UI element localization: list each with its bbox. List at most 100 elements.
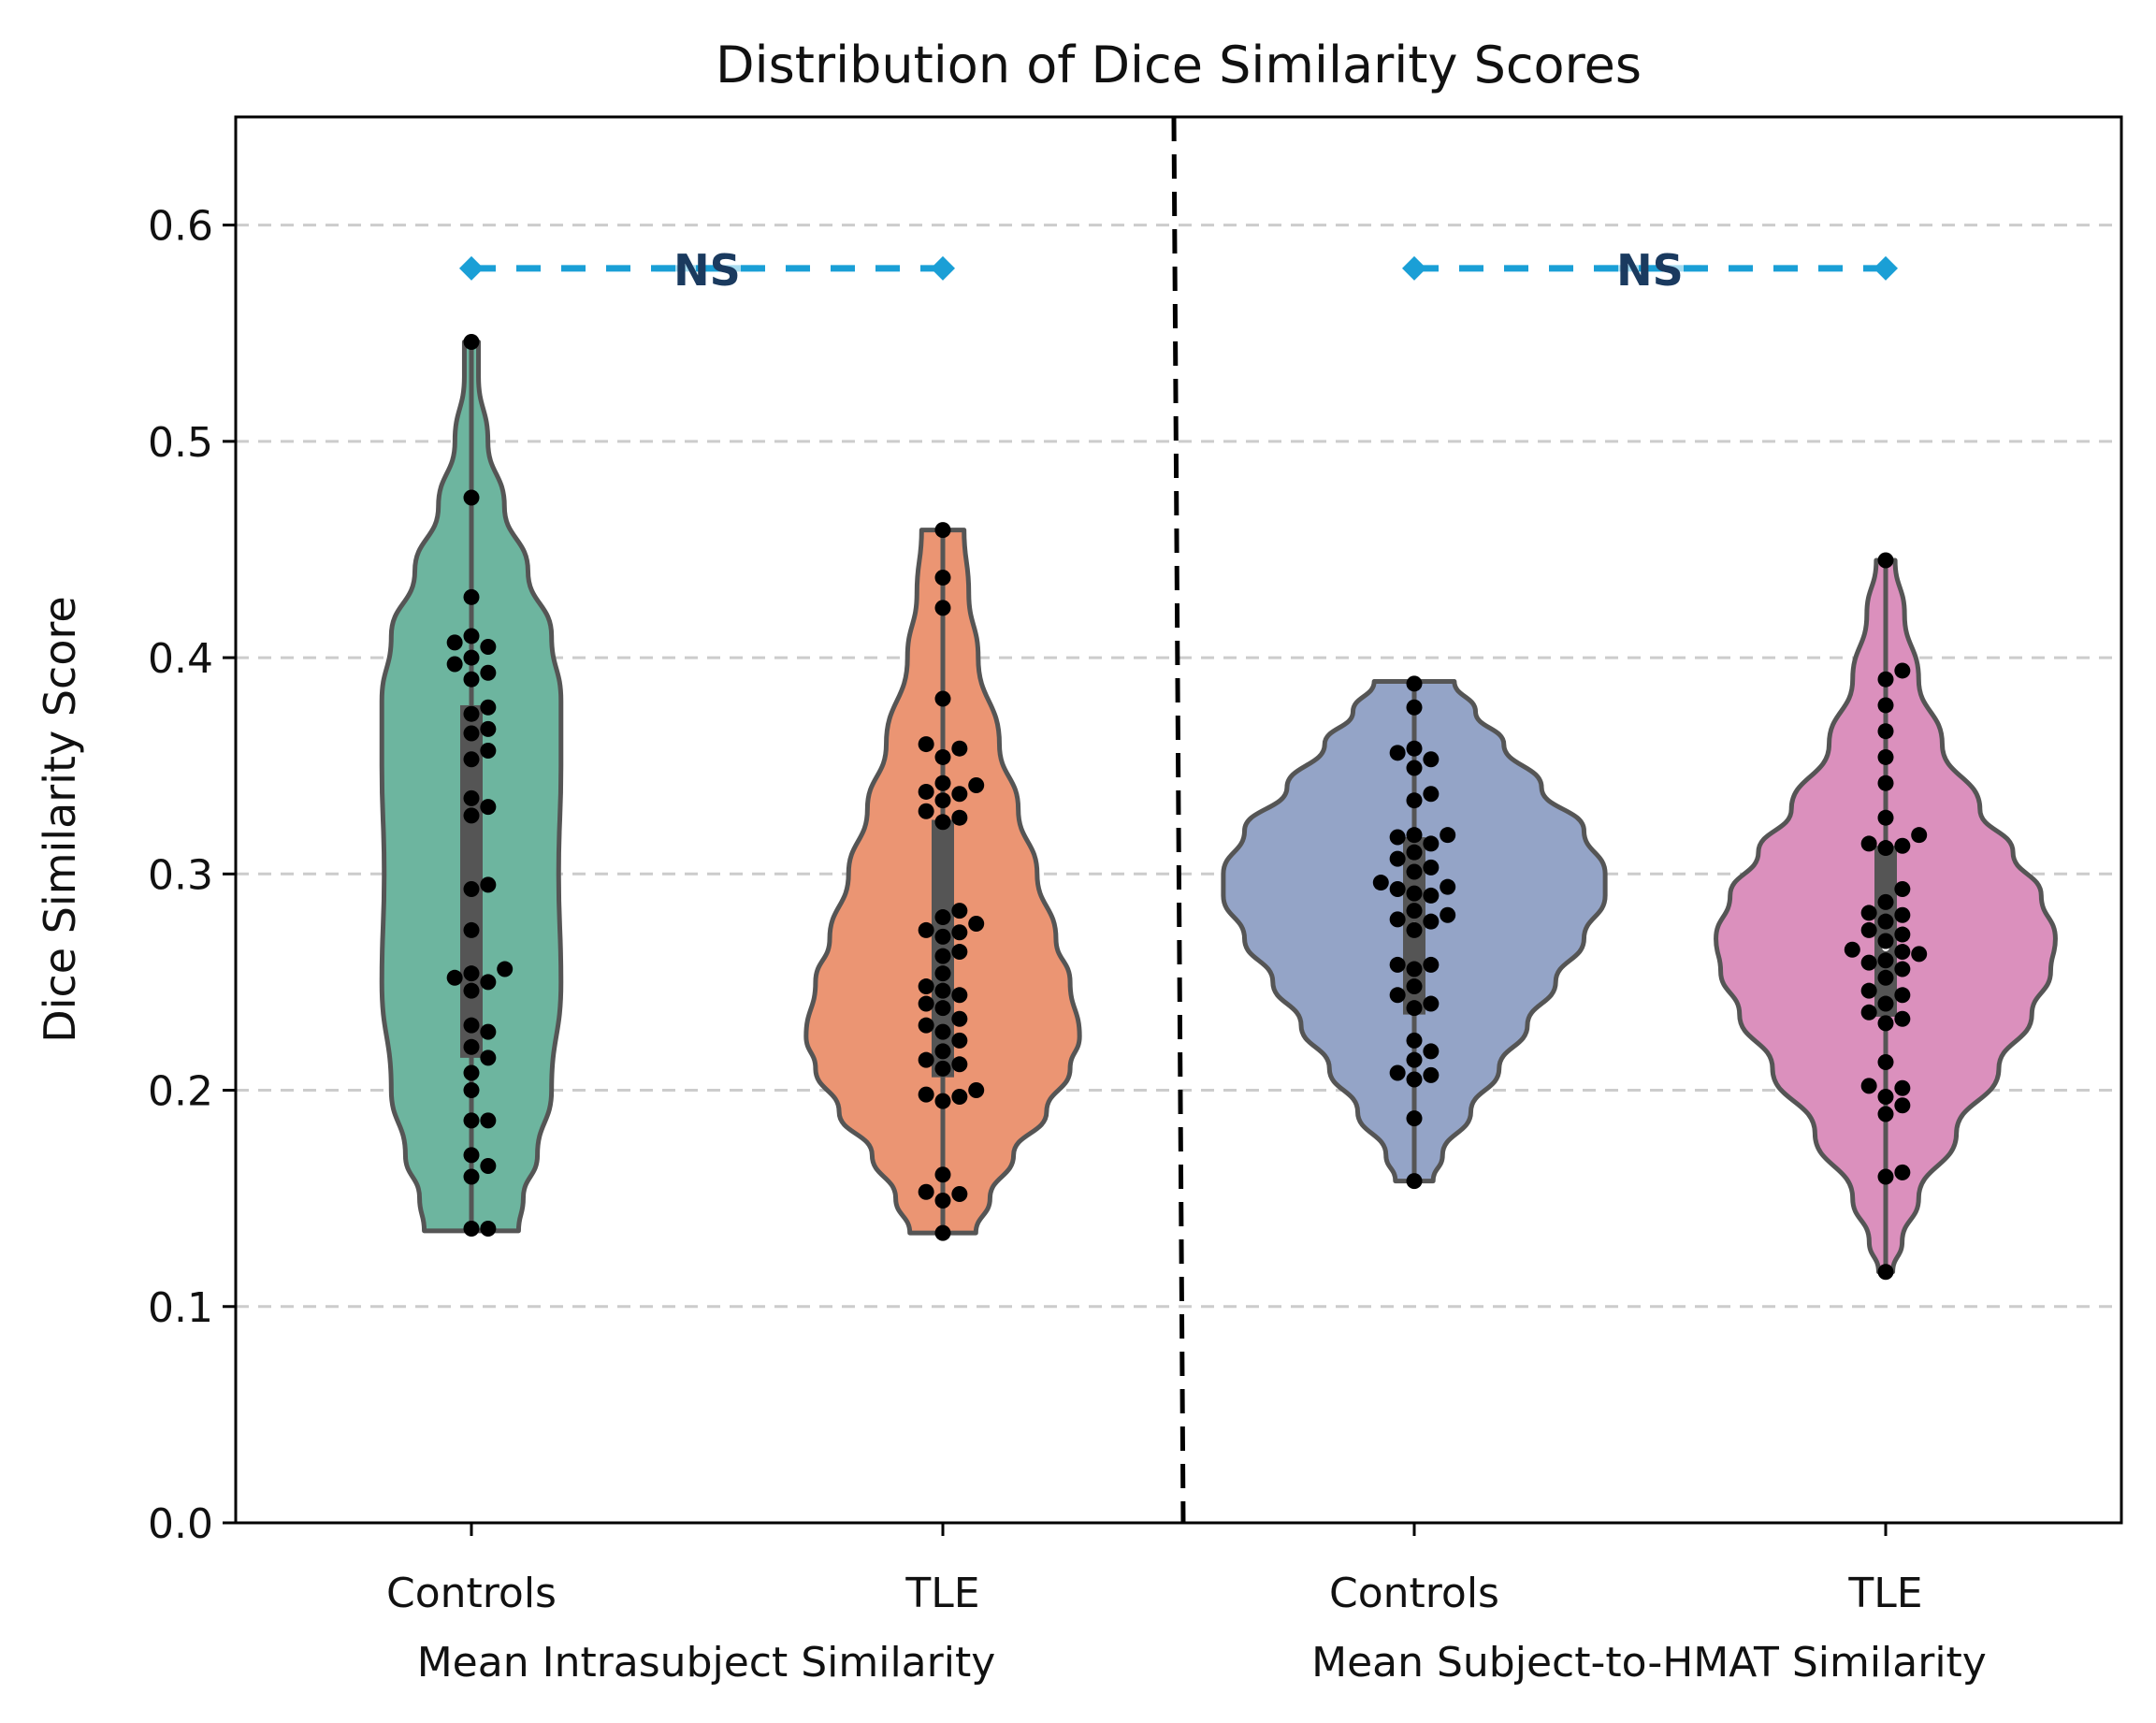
data-point — [480, 799, 497, 816]
data-point — [1877, 1053, 1894, 1070]
data-point — [1406, 740, 1423, 757]
data-point — [1406, 978, 1423, 995]
data-point — [934, 948, 951, 964]
data-point — [1406, 1032, 1423, 1049]
data-point — [1389, 745, 1406, 761]
data-point — [463, 1168, 480, 1185]
data-point — [951, 1032, 968, 1049]
data-point — [480, 876, 497, 893]
data-point — [1894, 1079, 1911, 1096]
data-point — [934, 909, 951, 926]
data-point — [1372, 875, 1389, 891]
data-point — [1860, 982, 1877, 999]
data-point — [1406, 903, 1423, 919]
annotation-diamond-marker — [931, 255, 955, 281]
data-point — [1440, 827, 1456, 844]
data-point — [463, 1147, 480, 1164]
axes-frame — [234, 115, 2123, 1525]
data-point — [1406, 1051, 1423, 1068]
data-point — [934, 1224, 951, 1241]
data-point — [1877, 933, 1894, 949]
violin-iqr-box — [1874, 846, 1897, 1017]
data-point — [1877, 748, 1894, 765]
data-point — [480, 720, 497, 737]
data-point — [934, 928, 951, 945]
data-point — [934, 1000, 951, 1017]
data-point — [1860, 835, 1877, 852]
data-point — [480, 699, 497, 716]
data-point — [463, 965, 480, 982]
data-point — [1860, 954, 1877, 971]
data-point — [480, 1112, 497, 1129]
x-tick-label: TLE — [1847, 1570, 1922, 1617]
y-tick-label: 0.1 — [148, 1284, 213, 1332]
chart-title: Distribution of Dice Similarity Scores — [716, 36, 1642, 94]
data-point — [1406, 699, 1423, 716]
data-point — [934, 1023, 951, 1040]
data-point — [480, 974, 497, 991]
data-point — [1406, 792, 1423, 809]
group-label-intrasubject: Mean Intrasubject Similarity — [417, 1639, 996, 1687]
significance-label: NS — [1616, 245, 1684, 296]
data-point — [463, 671, 480, 688]
data-point — [1389, 829, 1406, 846]
data-point — [1406, 1000, 1423, 1017]
data-point — [1389, 987, 1406, 1004]
data-point — [934, 748, 951, 765]
data-point — [463, 789, 480, 806]
data-point — [1894, 1097, 1911, 1114]
data-point — [934, 522, 951, 539]
data-point — [463, 982, 480, 999]
data-point — [1877, 697, 1894, 714]
data-point — [934, 570, 951, 586]
data-point — [463, 705, 480, 722]
data-point — [934, 1192, 951, 1209]
data-points — [446, 333, 1928, 1281]
data-point — [1406, 827, 1423, 844]
data-point — [1423, 887, 1440, 904]
data-point — [1877, 1088, 1894, 1105]
data-point — [1423, 859, 1440, 876]
data-point — [1894, 944, 1911, 961]
data-point — [1406, 844, 1423, 861]
data-point — [1423, 835, 1440, 852]
data-point — [918, 1051, 934, 1068]
data-point — [934, 1060, 951, 1077]
data-point — [1877, 893, 1894, 910]
data-point — [1389, 1064, 1406, 1081]
data-point — [1406, 1110, 1423, 1127]
data-point — [951, 1088, 968, 1105]
data-point — [463, 333, 480, 350]
data-point — [463, 807, 480, 824]
data-point — [1406, 760, 1423, 776]
data-point — [918, 803, 934, 819]
data-point — [463, 649, 480, 666]
data-point — [934, 792, 951, 809]
significance-label: NS — [673, 245, 741, 296]
data-point — [1406, 1071, 1423, 1088]
data-point — [1389, 880, 1406, 897]
data-point — [918, 995, 934, 1012]
data-point — [463, 725, 480, 742]
y-tick-label: 0.2 — [148, 1068, 213, 1116]
data-point — [968, 1082, 985, 1099]
data-point — [1860, 905, 1877, 921]
data-point — [1894, 1164, 1911, 1180]
y-axis-label: Dice Similarity Score — [35, 596, 85, 1042]
data-point — [1423, 913, 1440, 930]
data-point — [446, 656, 463, 673]
data-point — [1406, 863, 1423, 880]
data-point — [1423, 1066, 1440, 1083]
data-point — [1894, 1010, 1911, 1027]
data-point — [1894, 926, 1911, 943]
data-point — [1860, 921, 1877, 938]
data-point — [463, 921, 480, 938]
data-point — [1423, 956, 1440, 973]
data-point — [1911, 827, 1928, 844]
data-point — [1877, 1264, 1894, 1281]
data-point — [1894, 987, 1911, 1004]
data-point — [1877, 1106, 1894, 1122]
data-point — [1877, 775, 1894, 791]
x-tick-label: Controls — [386, 1570, 557, 1617]
data-point — [480, 1023, 497, 1040]
